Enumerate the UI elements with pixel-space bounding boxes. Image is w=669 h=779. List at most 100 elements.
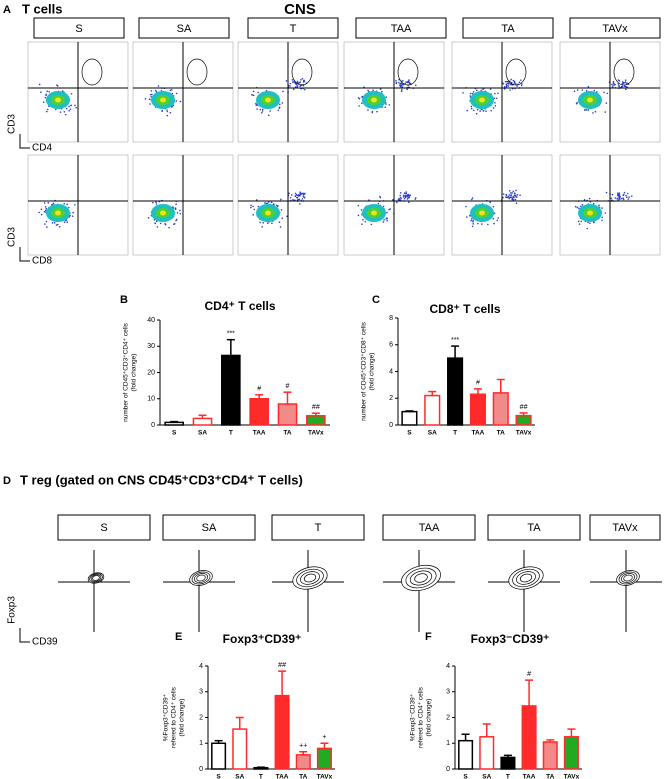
flow-event xyxy=(618,192,621,195)
flow-event xyxy=(512,79,515,82)
flow-event xyxy=(74,104,76,107)
flow-event xyxy=(289,85,291,87)
flow-event xyxy=(38,83,41,86)
flow-event xyxy=(398,197,400,200)
flow-event xyxy=(408,201,410,203)
group-label: T xyxy=(290,23,297,35)
bar xyxy=(424,394,441,426)
group-box xyxy=(569,17,661,39)
chart-title: Foxp3⁺CD39⁺ xyxy=(223,632,302,646)
flow-event xyxy=(408,79,410,81)
flow-event xyxy=(462,92,464,94)
significance-label: # xyxy=(257,386,261,393)
flow-event xyxy=(472,90,475,93)
flow-event xyxy=(40,91,42,93)
flow-event xyxy=(626,192,629,195)
y-axis-label: number of CD45⁺CD3⁺CD4⁺ cells xyxy=(123,322,130,422)
flow-event xyxy=(259,108,262,111)
flow-event xyxy=(252,213,255,216)
flow-event xyxy=(150,90,153,92)
contour xyxy=(623,574,633,582)
flow-event xyxy=(621,81,624,83)
contour xyxy=(292,566,328,590)
panel-title: T reg (gated on CNS CD45⁺CD3⁺CD4⁺ T cell… xyxy=(20,472,303,487)
flow-event xyxy=(272,203,275,205)
flow-event xyxy=(70,104,72,107)
flow-event xyxy=(54,108,57,111)
flow-event xyxy=(302,84,305,87)
flow-event xyxy=(586,109,588,111)
bar xyxy=(249,398,269,426)
flow-event xyxy=(58,225,61,228)
y-axis-label: (fold change) xyxy=(131,354,138,392)
bar xyxy=(492,392,509,426)
x-tick-label: T xyxy=(506,774,510,779)
bar xyxy=(221,354,241,426)
flow-event xyxy=(270,201,273,204)
flow-event xyxy=(252,90,255,93)
contour xyxy=(90,574,102,582)
flow-event xyxy=(59,111,62,113)
y-tick-label: 20 xyxy=(147,369,155,376)
flow-event xyxy=(280,209,283,211)
flow-event xyxy=(414,197,417,199)
group-box xyxy=(138,17,230,39)
flow-event xyxy=(46,90,48,93)
flow-event xyxy=(494,92,496,95)
flow-event xyxy=(578,207,580,210)
flow-event xyxy=(399,192,402,194)
group-box xyxy=(382,514,476,541)
flow-event xyxy=(384,106,387,109)
flow-event xyxy=(487,223,489,226)
flow-event xyxy=(611,83,613,86)
contour xyxy=(618,571,638,585)
x-tick-label: S xyxy=(172,430,177,437)
flow-event xyxy=(513,82,516,84)
flow-event xyxy=(598,204,600,207)
flow-event xyxy=(381,90,383,93)
flow-event xyxy=(404,194,407,197)
flow-event xyxy=(301,198,304,200)
flow-event xyxy=(360,102,363,104)
flow-event xyxy=(55,224,58,226)
flow-event xyxy=(515,189,517,192)
y-tick-label: 3 xyxy=(199,689,203,696)
flow-event xyxy=(406,194,409,196)
flow-event xyxy=(401,88,403,91)
flow-event xyxy=(622,197,624,199)
flow-event xyxy=(171,92,174,95)
flow-event xyxy=(53,221,56,224)
bar xyxy=(521,705,537,770)
flow-event xyxy=(298,198,301,201)
flow-event xyxy=(68,105,70,108)
significance-label: ++ xyxy=(299,743,307,750)
flow-event xyxy=(75,106,77,109)
flow-event xyxy=(370,223,373,226)
flow-event xyxy=(470,107,473,110)
flow-event xyxy=(296,85,299,87)
flow-event xyxy=(166,114,169,117)
flow-event xyxy=(399,84,401,87)
flow-event xyxy=(624,79,627,82)
flow-event xyxy=(269,110,271,112)
flow-event xyxy=(282,90,284,93)
group-label: S xyxy=(75,23,82,35)
group-box xyxy=(589,514,661,541)
flow-event xyxy=(396,201,398,204)
flow-event xyxy=(255,199,258,201)
flow-event xyxy=(288,192,290,195)
flow-event xyxy=(475,112,478,115)
y-tick-label: 0 xyxy=(199,766,203,773)
flow-event xyxy=(63,110,66,113)
contour xyxy=(193,573,209,583)
contour xyxy=(89,573,103,583)
flow-event xyxy=(252,94,255,97)
flow-event xyxy=(253,208,256,211)
flow-event xyxy=(69,214,71,217)
group-label: SA xyxy=(202,522,217,534)
flow-event xyxy=(155,201,157,204)
chart-title: CD8⁺ T cells xyxy=(429,302,500,316)
contour xyxy=(296,568,324,588)
flow-event xyxy=(489,88,492,91)
